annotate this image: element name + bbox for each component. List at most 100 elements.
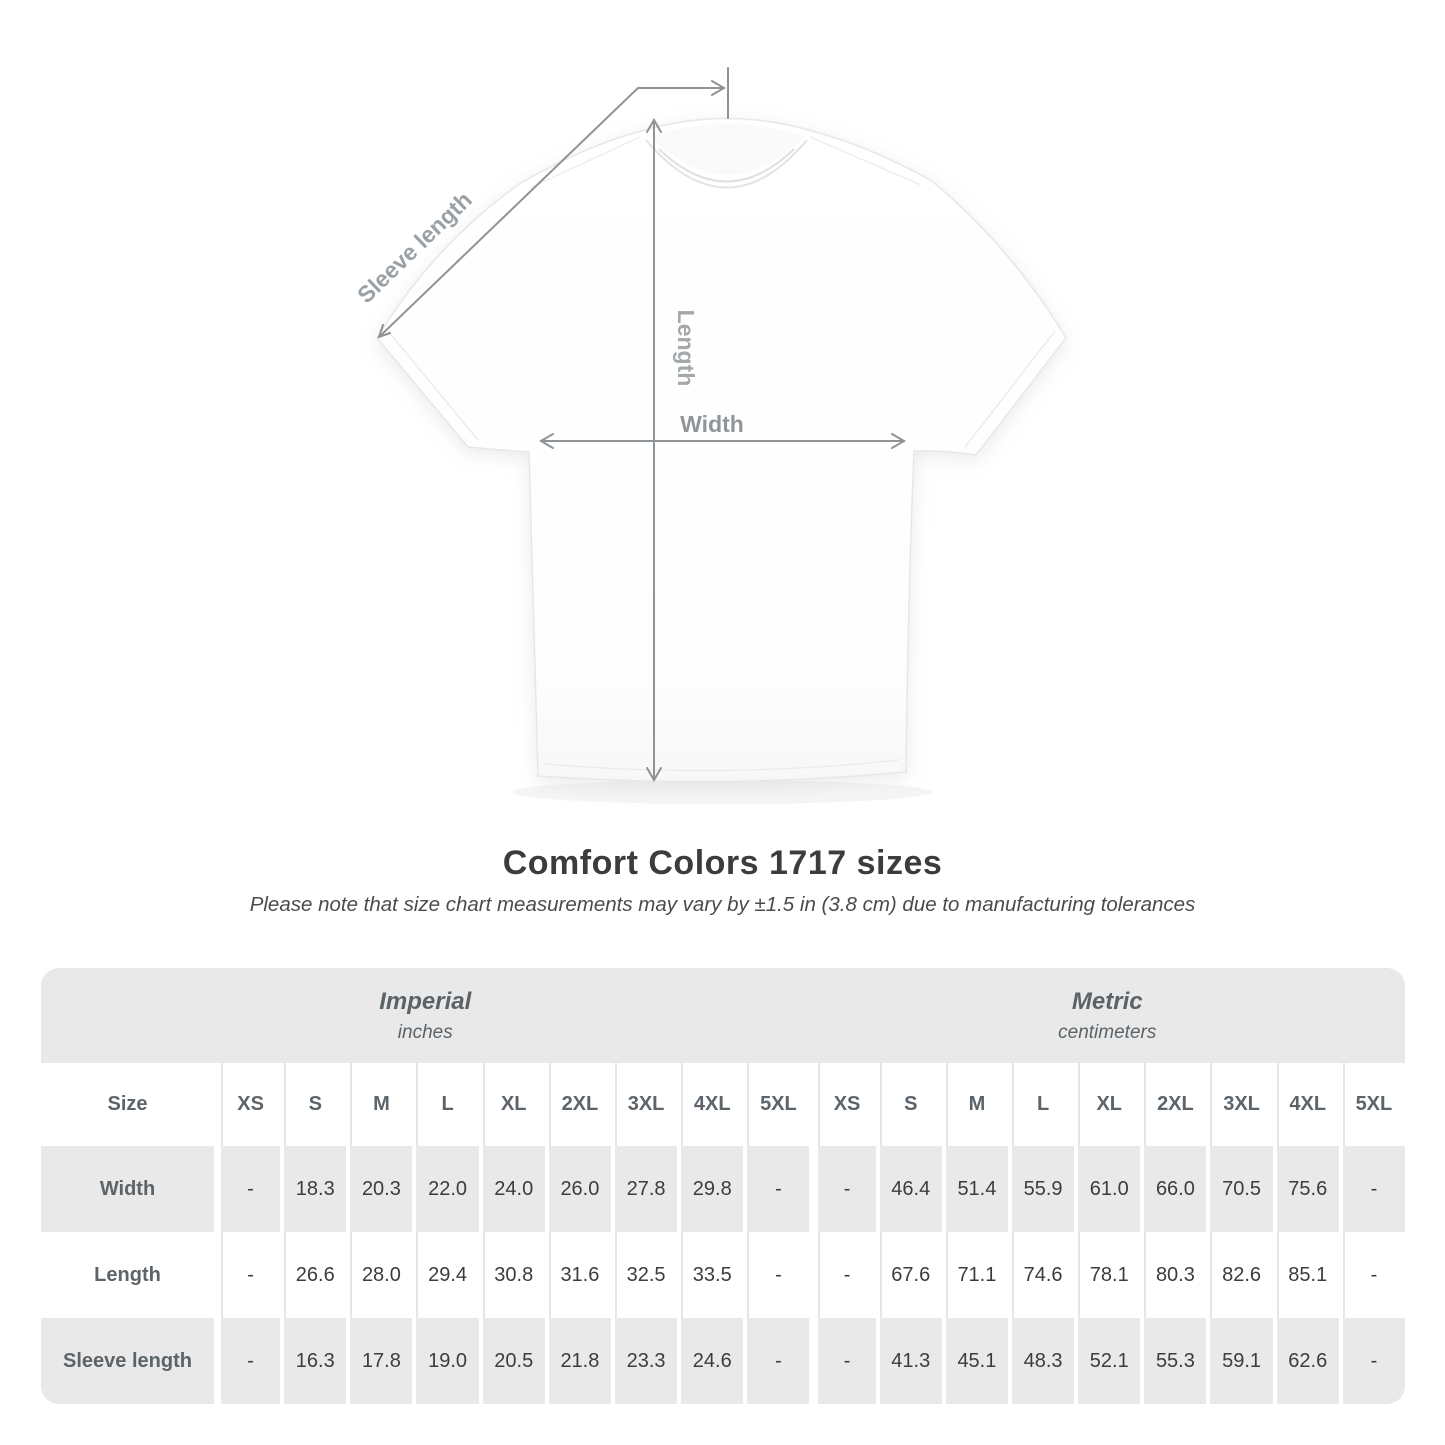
size-col-header: 3XL — [1206, 1063, 1273, 1146]
hem-seam — [544, 759, 900, 772]
table-cell: 22.0 — [412, 1146, 479, 1232]
table-cell: 45.1 — [941, 1318, 1008, 1404]
size-col-header: 5XL — [743, 1063, 810, 1146]
size-col-header: 4XL — [677, 1063, 744, 1146]
size-col-header: 5XL — [1338, 1063, 1405, 1146]
corner-label: Size — [41, 1063, 214, 1146]
size-chart-table: Imperial inches Metric centimeters Size … — [41, 968, 1405, 1404]
table-cell: 21.8 — [544, 1318, 611, 1404]
table-cell: 23.3 — [610, 1318, 678, 1404]
table-cell: - — [809, 1318, 876, 1404]
tshirt-body — [376, 117, 1067, 783]
page-title: Comfort Colors 1717 sizes — [502, 844, 943, 882]
table-cell: 18.3 — [280, 1146, 347, 1232]
collar-outer-seam — [645, 139, 808, 189]
right-shoulder-seam — [809, 136, 922, 186]
table-cell: 19.0 — [412, 1318, 479, 1404]
table-cell: - — [743, 1146, 810, 1232]
table-cell: 24.0 — [478, 1146, 545, 1232]
size-col-header: 4XL — [1272, 1063, 1339, 1146]
size-col-header: L — [1007, 1063, 1075, 1146]
sleeve-length-row: Sleeve length - 16.3 17.8 19.0 20.5 21.8… — [41, 1318, 1405, 1404]
table-cell: 26.0 — [544, 1146, 611, 1232]
table-cell: 55.3 — [1140, 1318, 1207, 1404]
sleeve-measure-diagonal — [378, 87, 639, 338]
table-cell: - — [214, 1146, 281, 1232]
length-arrowhead-bottom-icon — [646, 767, 662, 782]
table-cell: 80.3 — [1140, 1232, 1207, 1318]
table-cell: 71.1 — [941, 1232, 1008, 1318]
table-cell: - — [1338, 1146, 1405, 1232]
row-label: Sleeve length — [41, 1318, 214, 1404]
table-cell: 62.6 — [1272, 1318, 1339, 1404]
table-cell: 51.4 — [941, 1146, 1008, 1232]
table-cell: 85.1 — [1272, 1232, 1339, 1318]
table-cell: 70.5 — [1206, 1146, 1273, 1232]
size-col-header: M — [346, 1063, 413, 1146]
length-row: Length - 26.6 28.0 29.4 30.8 31.6 32.5 3… — [41, 1232, 1405, 1318]
size-col-header: L — [412, 1063, 479, 1146]
table-cell: 74.6 — [1007, 1232, 1075, 1318]
table-cell: 61.0 — [1074, 1146, 1141, 1232]
metric-units: centimeters — [1058, 1021, 1157, 1043]
table-cell: 17.8 — [346, 1318, 413, 1404]
width-arrowhead-right-icon — [891, 433, 906, 449]
table-cell: 78.1 — [1074, 1232, 1141, 1318]
table-cell: 33.5 — [677, 1232, 744, 1318]
row-label: Length — [41, 1232, 214, 1318]
row-label: Width — [41, 1146, 214, 1232]
size-col-header: 2XL — [1140, 1063, 1207, 1146]
table-cell: 66.0 — [1140, 1146, 1207, 1232]
table-cell: 48.3 — [1007, 1318, 1075, 1404]
size-col-header: XS — [809, 1063, 876, 1146]
table-cell: - — [743, 1232, 810, 1318]
size-col-header: 2XL — [544, 1063, 611, 1146]
tolerance-note: Please note that size chart measurements… — [249, 893, 1196, 916]
table-cell: 27.8 — [610, 1146, 678, 1232]
size-col-header: 3XL — [610, 1063, 678, 1146]
size-header-row: Size XS S M L XL 2XL 3XL 4XL 5XL XS S M … — [41, 1063, 1405, 1146]
left-cuff-seam — [387, 330, 479, 441]
table-cell: 41.3 — [875, 1318, 942, 1404]
table-cell: 75.6 — [1272, 1146, 1339, 1232]
shirt-ground-shadow — [512, 780, 932, 804]
imperial-section-header: Imperial inches — [41, 968, 810, 1063]
table-cell: - — [1338, 1318, 1405, 1404]
size-col-header: XL — [1074, 1063, 1141, 1146]
table-cell: - — [1338, 1232, 1405, 1318]
size-col-header: M — [941, 1063, 1008, 1146]
left-shoulder-seam — [529, 136, 641, 189]
table-cell: 20.5 — [478, 1318, 545, 1404]
sleeve-arrowhead-right-icon — [711, 80, 726, 96]
metric-section-header: Metric centimeters — [809, 968, 1405, 1063]
table-cell: 29.8 — [677, 1146, 744, 1232]
table-cell: 28.0 — [346, 1232, 413, 1318]
table-cell: 52.1 — [1074, 1318, 1141, 1404]
table-cell: - — [743, 1318, 810, 1404]
size-col-header: XL — [478, 1063, 545, 1146]
metric-label: Metric — [1071, 987, 1143, 1015]
right-cuff-seam — [964, 330, 1056, 448]
imperial-label: Imperial — [379, 987, 472, 1015]
table-cell: 30.8 — [478, 1232, 545, 1318]
units-header-band: Imperial inches Metric centimeters — [41, 968, 1405, 1063]
table-cell: 31.6 — [544, 1232, 611, 1318]
table-cell: 82.6 — [1206, 1232, 1273, 1318]
table-cell: 32.5 — [610, 1232, 678, 1318]
table-cell: 59.1 — [1206, 1318, 1273, 1404]
size-col-header: S — [280, 1063, 347, 1146]
size-col-header: XS — [214, 1063, 281, 1146]
tshirt-measurement-diagram: Sleeve length Length Width — [352, 67, 1067, 804]
collar-inner-seam — [658, 148, 795, 183]
width-label: Width — [680, 411, 744, 437]
length-label: Length — [673, 310, 699, 387]
table-cell: 29.4 — [412, 1232, 479, 1318]
table-cell: 26.6 — [280, 1232, 347, 1318]
table-cell: - — [809, 1146, 876, 1232]
sleeve-arrowhead-end-icon — [377, 324, 391, 339]
imperial-units: inches — [397, 1021, 453, 1043]
length-arrowhead-top-icon — [646, 118, 662, 133]
width-arrowhead-left-icon — [539, 433, 554, 449]
table-cell: - — [214, 1232, 281, 1318]
